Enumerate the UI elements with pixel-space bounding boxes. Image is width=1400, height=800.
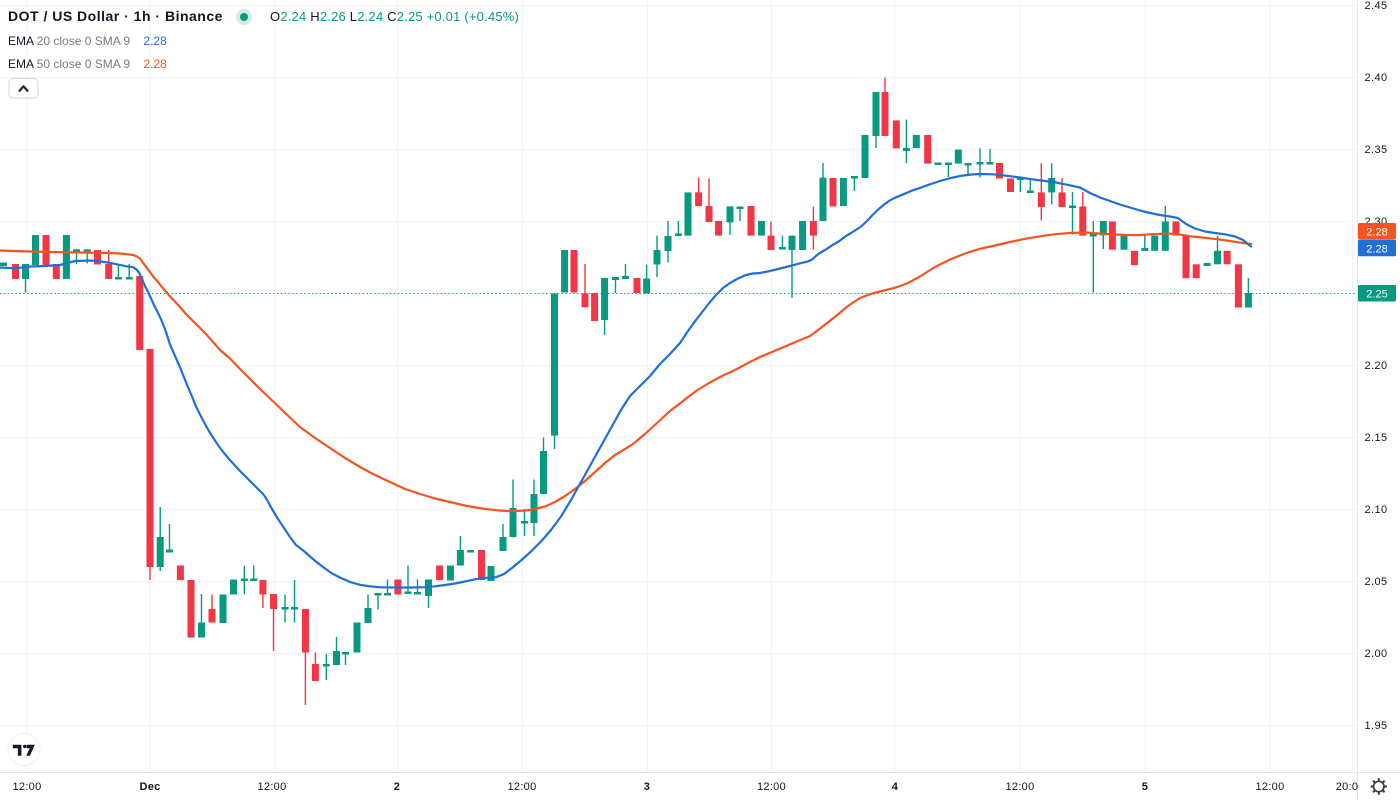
svg-text:Dec: Dec xyxy=(139,781,160,793)
svg-text:5: 5 xyxy=(1142,781,1148,793)
svg-text:12:00: 12:00 xyxy=(507,781,536,793)
svg-text:2.20: 2.20 xyxy=(1364,360,1387,372)
svg-text:12:00: 12:00 xyxy=(757,781,786,793)
svg-text:12:00: 12:00 xyxy=(1005,781,1034,793)
svg-text:12:00: 12:00 xyxy=(257,781,286,793)
svg-text:2.25: 2.25 xyxy=(1366,289,1387,301)
svg-text:2.40: 2.40 xyxy=(1364,72,1387,84)
svg-text:2.35: 2.35 xyxy=(1364,144,1387,156)
svg-text:2.28: 2.28 xyxy=(1366,243,1387,255)
svg-text:12:00: 12:00 xyxy=(1255,781,1284,793)
svg-text:2.10: 2.10 xyxy=(1364,504,1387,516)
svg-text:2: 2 xyxy=(394,781,400,793)
svg-text:4: 4 xyxy=(892,781,899,793)
svg-text:2.28: 2.28 xyxy=(1366,227,1387,239)
svg-text:2.15: 2.15 xyxy=(1364,432,1387,444)
svg-text:2.45: 2.45 xyxy=(1364,0,1387,12)
svg-text:2.05: 2.05 xyxy=(1364,576,1387,588)
svg-text:20:0: 20:0 xyxy=(1336,781,1359,793)
svg-text:12:00: 12:00 xyxy=(12,781,41,793)
svg-text:2.00: 2.00 xyxy=(1364,648,1387,660)
svg-text:1.95: 1.95 xyxy=(1364,720,1387,732)
svg-text:3: 3 xyxy=(644,781,650,793)
